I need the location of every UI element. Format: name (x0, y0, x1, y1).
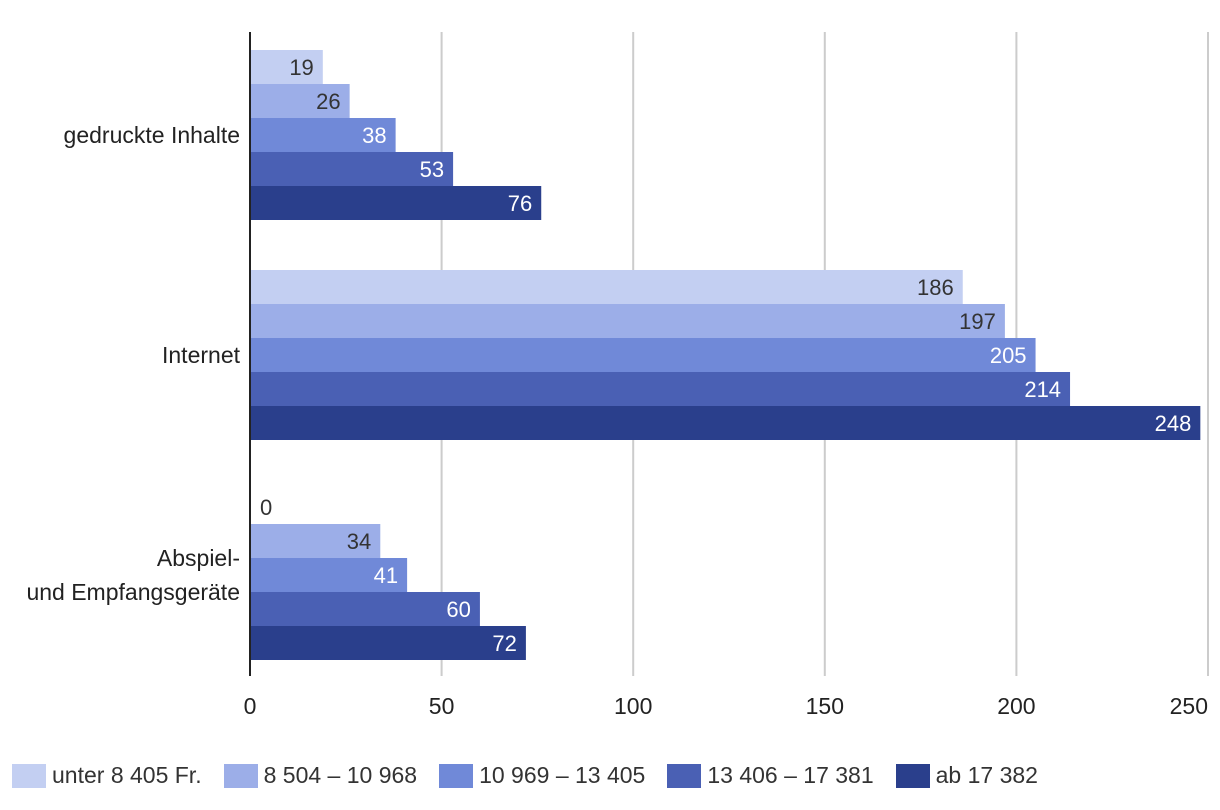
x-tick-label: 50 (429, 693, 455, 719)
legend-item: 8 504 – 10 968 (223, 762, 418, 789)
legend-label: unter 8 405 Fr. (52, 762, 202, 788)
bar (250, 50, 323, 84)
data-label: 72 (492, 631, 516, 656)
data-label: 38 (362, 123, 386, 148)
data-label: 60 (446, 597, 470, 622)
legend-swatch (223, 763, 258, 788)
data-label: 214 (1024, 377, 1061, 402)
bar (250, 592, 480, 626)
bar (250, 406, 1201, 440)
data-label: 53 (420, 157, 444, 182)
data-label: 41 (374, 563, 398, 588)
data-label: 186 (917, 275, 954, 300)
legend-item: 10 969 – 13 405 (439, 762, 645, 789)
bar (250, 270, 963, 304)
legend-item: unter 8 405 Fr. (12, 762, 202, 789)
x-tick-label: 100 (614, 693, 652, 719)
x-tick-label: 0 (244, 693, 257, 719)
bar (250, 338, 1036, 372)
bar (250, 186, 542, 220)
category-label: Abspiel-und Empfangsgeräte (26, 545, 240, 605)
legend-label: 10 969 – 13 405 (479, 762, 646, 788)
legend-swatch (439, 763, 474, 788)
bar (250, 372, 1071, 406)
legend-label: 8 504 – 10 968 (263, 762, 418, 788)
bar (250, 84, 350, 118)
legend-swatch (895, 763, 930, 788)
bar (250, 524, 381, 558)
data-label: 76 (508, 191, 532, 216)
bar (250, 118, 396, 152)
x-tick-label: 250 (1170, 693, 1208, 719)
legend-label: 13 406 – 17 381 (707, 762, 874, 788)
legend-swatch (12, 763, 46, 788)
data-label: 34 (347, 529, 371, 554)
x-tick-label: 150 (806, 693, 844, 719)
data-label: 19 (289, 55, 313, 80)
legend-label: ab 17 382 (935, 762, 1038, 788)
legend-swatch (667, 763, 702, 788)
x-tick-label: 200 (997, 693, 1035, 719)
bar (250, 152, 454, 186)
bar (250, 304, 1005, 338)
bar (250, 558, 408, 592)
category-label: gedruckte Inhalte (64, 122, 240, 148)
data-label: 0 (260, 495, 272, 520)
data-label: 26 (316, 89, 340, 114)
bar (250, 626, 526, 660)
data-label: 205 (990, 343, 1027, 368)
legend-item: ab 17 382 (895, 762, 1038, 789)
legend-item: 13 406 – 17 381 (667, 762, 874, 789)
category-label: Internet (162, 342, 241, 368)
data-label: 248 (1155, 411, 1192, 436)
data-label: 197 (959, 309, 996, 334)
legend: unter 8 405 Fr. 8 504 – 10 968 10 969 – 13… (12, 762, 1060, 789)
